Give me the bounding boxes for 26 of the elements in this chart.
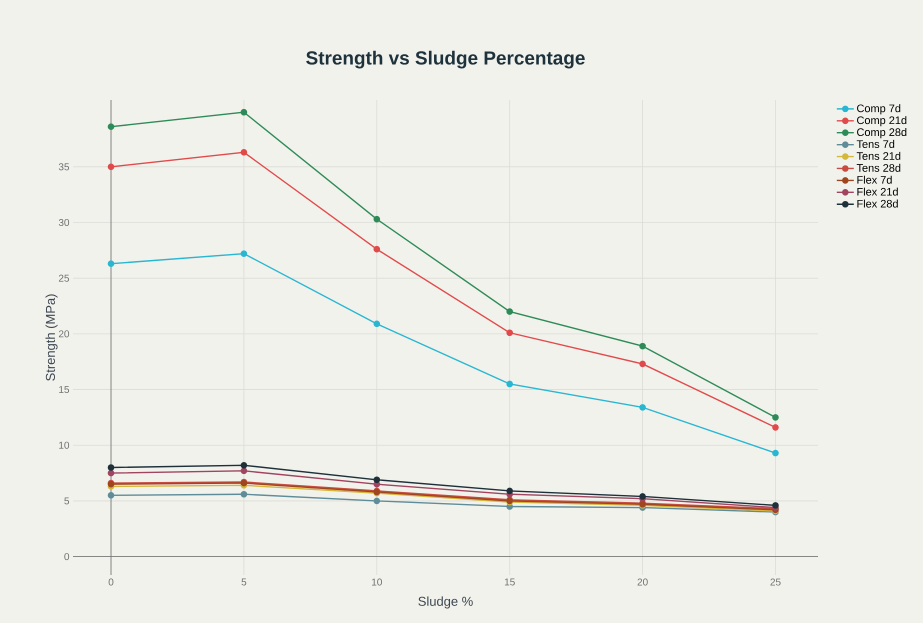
y-tick-label: 30 xyxy=(58,218,70,226)
x-axis-title: Sludge % xyxy=(418,596,473,608)
legend-label: Flex 28d xyxy=(857,200,898,208)
legend-label: Comp 28d xyxy=(857,128,906,138)
y-tick-label: 15 xyxy=(59,386,70,394)
legend-label: Tens 28d xyxy=(856,164,900,172)
x-tick-label: 25 xyxy=(770,578,781,586)
y-tick-label: 20 xyxy=(58,330,70,338)
legend-label: Tens 21d xyxy=(856,152,900,160)
legend-label: Flex 21d xyxy=(857,188,898,196)
legend-label: Comp 21d xyxy=(857,116,906,126)
y-tick-label: 10 xyxy=(59,442,70,449)
legend-label: Comp 7d xyxy=(857,104,900,114)
y-tick-label: 25 xyxy=(58,274,70,282)
y-tick-label: 35 xyxy=(58,163,70,170)
x-tick-label: 10 xyxy=(372,578,382,586)
y-axis-title: Strength (MPa) xyxy=(45,294,58,381)
chart-title: Strength vs Sludge Percentage xyxy=(306,50,585,68)
y-tick-label: 0 xyxy=(64,553,70,560)
legend-label: Tens 7d xyxy=(856,140,894,148)
x-tick-label: 5 xyxy=(242,578,246,586)
x-tick-label: 20 xyxy=(638,578,648,586)
x-tick-label: 0 xyxy=(108,578,114,586)
x-tick-label: 15 xyxy=(504,578,515,586)
legend-label: Flex 7d xyxy=(857,176,892,184)
y-tick-label: 5 xyxy=(64,497,70,504)
